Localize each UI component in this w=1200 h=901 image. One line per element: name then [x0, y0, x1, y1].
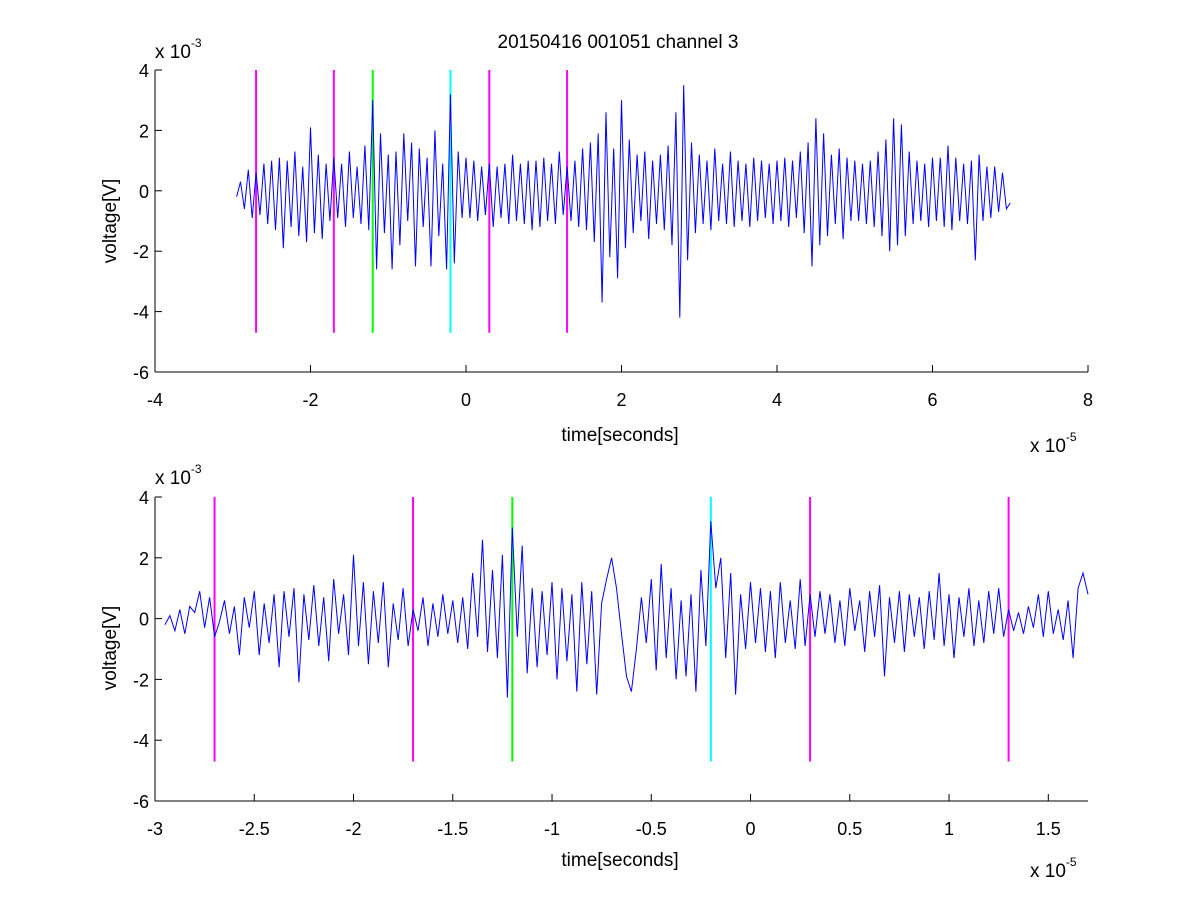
bottom-y-tick-label: 2 — [139, 549, 149, 569]
bottom-x-tick-label: -0.5 — [636, 819, 667, 839]
top-y-tick-label: -6 — [133, 363, 149, 383]
top-y-tick-label: 4 — [139, 61, 149, 81]
bottom-y-tick-label: -4 — [133, 731, 149, 751]
top-x-tick-label: 4 — [772, 390, 782, 410]
bottom-y-tick-label: -6 — [133, 792, 149, 812]
top-y-tick-label: -2 — [133, 242, 149, 262]
figure-title: 20150416 001051 channel 3 — [498, 32, 739, 53]
top-x-tick-label: -2 — [302, 390, 318, 410]
bottom-x-tick-label: 1.5 — [1036, 819, 1061, 839]
bottom-plot-area — [155, 497, 1088, 801]
top-x-tick-label: 2 — [616, 390, 626, 410]
bottom-x-tick-label: 0 — [746, 819, 756, 839]
bottom-x-tick-label: -3 — [147, 819, 163, 839]
top-y-tick-label: 2 — [139, 121, 149, 141]
bottom-x-tick-label: 1 — [944, 819, 954, 839]
top-x-tick-label: 6 — [927, 390, 937, 410]
bottom-x-multiplier: x 10-5 — [1030, 855, 1077, 882]
top-x-axis-label: time[seconds] — [561, 425, 678, 446]
top-x-multiplier: x 10-5 — [1030, 430, 1077, 457]
top-x-tick-label: -4 — [147, 390, 163, 410]
bottom-signal-line — [164, 521, 1089, 698]
bottom-x-tick-label: -2 — [346, 819, 362, 839]
top-y-multiplier: x 10-3 — [155, 36, 202, 63]
bottom-x-tick-label: -1.5 — [437, 819, 468, 839]
top-y-tick-label: 0 — [139, 182, 149, 202]
bottom-x-tick-label: -2.5 — [239, 819, 270, 839]
top-y-tick-label: -4 — [133, 303, 149, 323]
bottom-y-tick-label: -2 — [133, 670, 149, 690]
top-signal-line — [236, 85, 1011, 318]
bottom-axes: -3 -2.5 -2 -1.5 -1 -0.5 0 0.5 1 1.5 4 2 0 -2 -4 -6 tim… — [100, 462, 1089, 882]
top-y-axis-label: voltage[V] — [100, 179, 121, 264]
bottom-y-axis-label: voltage[V] — [100, 606, 121, 691]
bottom-x-tick-label: -1 — [544, 819, 560, 839]
top-x-tick-label: 8 — [1083, 390, 1093, 410]
top-x-tick-label: 0 — [461, 390, 471, 410]
bottom-x-axis-label: time[seconds] — [561, 850, 678, 871]
top-axes: -4 -2 0 2 4 6 8 4 2 0 -2 -4 -6 time[seconds] voltag… — [100, 36, 1093, 457]
bottom-y-multiplier: x 10-3 — [155, 462, 202, 489]
bottom-y-tick-label: 4 — [139, 488, 149, 508]
bottom-y-tick-label: 0 — [139, 610, 149, 630]
bottom-x-tick-label: 0.5 — [837, 819, 862, 839]
